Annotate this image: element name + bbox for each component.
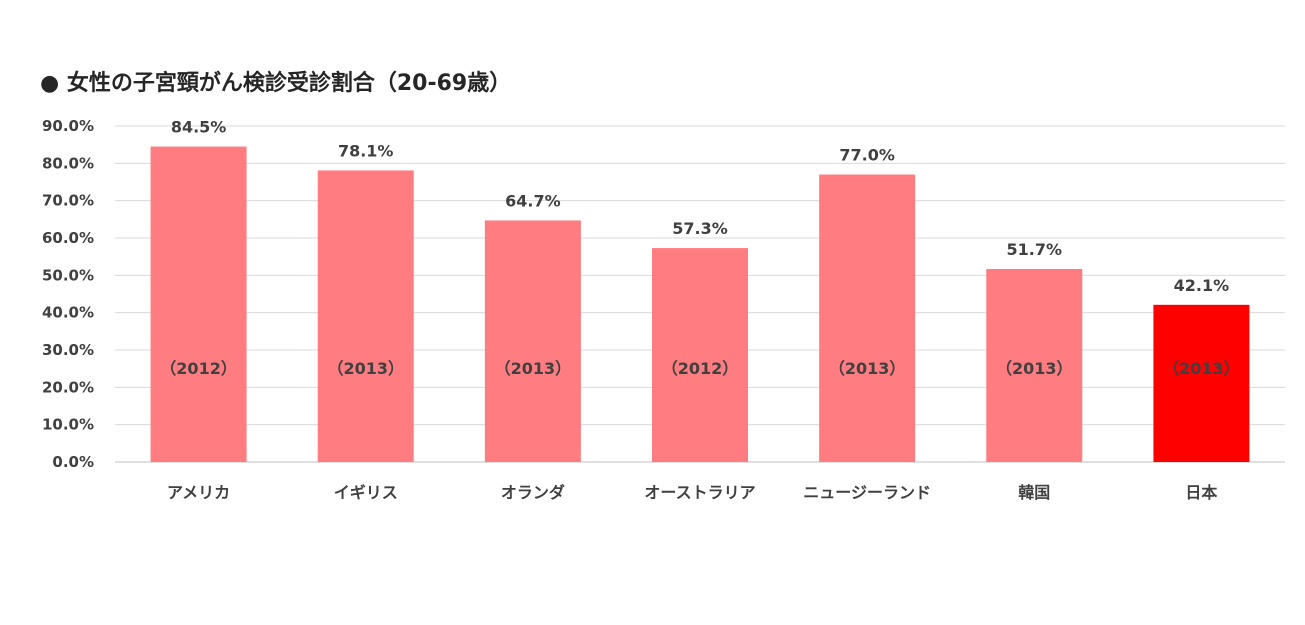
category-label: イギリス	[334, 483, 398, 502]
y-tick-label: 40.0%	[42, 304, 94, 322]
bar	[150, 146, 247, 463]
category-label: ニュージーランド	[803, 483, 931, 502]
bar	[819, 174, 916, 463]
y-tick-label: 80.0%	[42, 154, 94, 172]
category-label: 韓国	[1018, 483, 1050, 502]
category-label: オランダ	[501, 483, 565, 502]
y-tick-label: 30.0%	[42, 341, 94, 359]
year-annotation: （2012）	[662, 359, 739, 378]
year-annotation: （2013）	[829, 359, 906, 378]
bar	[986, 268, 1083, 462]
year-annotation: （2013）	[495, 359, 572, 378]
y-tick-label: 60.0%	[42, 229, 94, 247]
y-tick-label: 70.0%	[42, 192, 94, 210]
year-annotation: （2012）	[160, 359, 237, 378]
chart-title: ● 女性の子宮頸がん検診受診割合（20-69歳）	[40, 70, 511, 96]
category-label: 日本	[1185, 483, 1217, 502]
y-tick-label: 90.0%	[42, 117, 94, 135]
y-tick-label: 50.0%	[42, 266, 94, 284]
data-label: 84.5%	[171, 118, 227, 137]
y-tick-label: 10.0%	[42, 416, 94, 434]
bar	[317, 170, 414, 462]
data-label: 42.1%	[1174, 276, 1230, 295]
bar	[652, 248, 748, 462]
year-annotation: （2013）	[1163, 359, 1240, 378]
data-label: 78.1%	[338, 141, 394, 160]
data-label: 77.0%	[839, 146, 895, 165]
data-label: 51.7%	[1007, 240, 1063, 259]
category-label: アメリカ	[167, 483, 230, 502]
data-label: 64.7%	[505, 191, 561, 210]
y-tick-label: 0.0%	[52, 453, 94, 471]
y-tick-label: 20.0%	[42, 378, 94, 396]
bar	[484, 220, 581, 462]
category-label: オーストラリア	[644, 483, 755, 502]
year-annotation: （2013）	[327, 359, 404, 378]
bar	[1153, 304, 1250, 462]
year-annotation: （2013）	[996, 359, 1073, 378]
data-label: 57.3%	[672, 219, 728, 238]
